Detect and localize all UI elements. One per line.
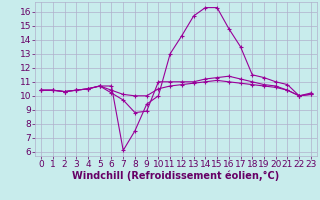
X-axis label: Windchill (Refroidissement éolien,°C): Windchill (Refroidissement éolien,°C) xyxy=(72,171,280,181)
